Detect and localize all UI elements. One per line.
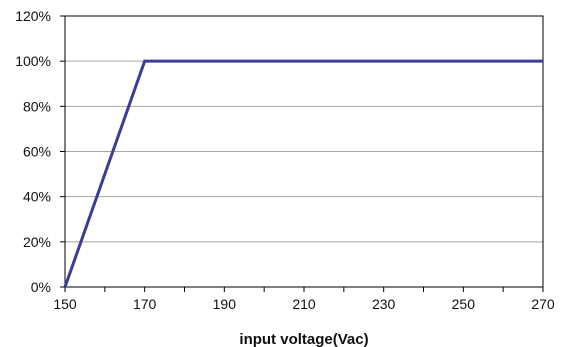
x-tick-label: 150 [53,296,77,312]
y-tick-label: 0% [31,279,51,295]
x-tick-label: 210 [292,296,316,312]
y-tick-label: 20% [23,234,51,250]
x-tick-label: 170 [133,296,157,312]
x-axis-title: input voltage(Vac) [239,331,368,347]
y-tick-labels: 0% 20% 40% 60% 80% 100% 120% [15,8,51,295]
grid-lines [60,15,543,288]
y-tick-label: 60% [23,144,51,160]
y-tick-label: 100% [15,53,51,69]
series-line [63,59,543,288]
y-tick-label: 40% [23,189,51,205]
x-tick-label: 190 [213,296,237,312]
series-layer [63,59,543,288]
y-tick-label: 80% [23,98,51,114]
x-tick-label: 230 [372,296,396,312]
plot-area-frame [64,15,544,288]
y-tick-label: 120% [15,8,51,24]
x-tick-labels: 150 170 190 210 230 250 270 [53,296,555,312]
x-tick-label: 250 [452,296,476,312]
x-minor-ticks [64,287,544,292]
x-tick-label: 270 [531,296,555,312]
